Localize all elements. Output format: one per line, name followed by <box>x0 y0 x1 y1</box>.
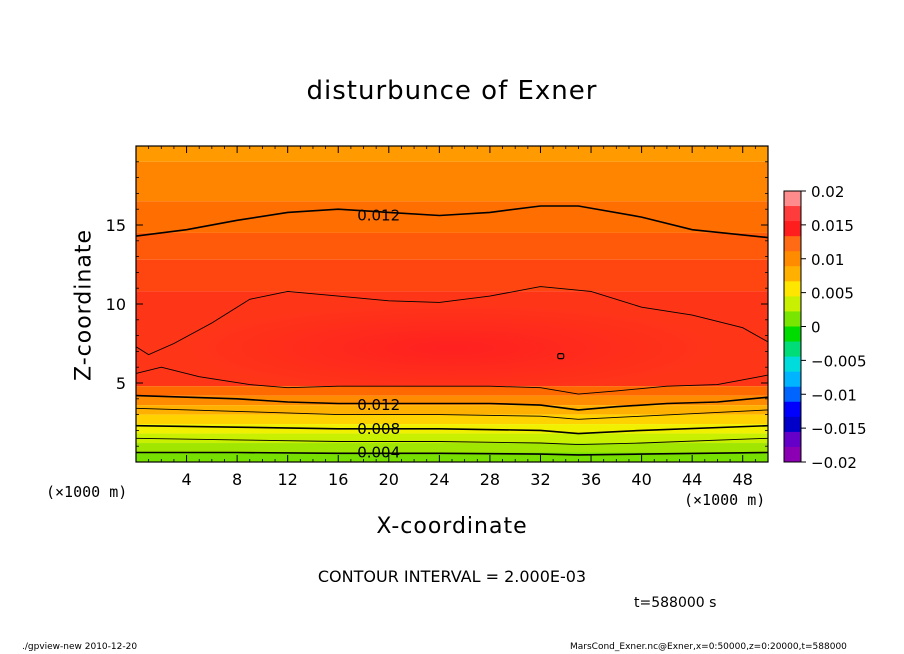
x-axis-label: X-coordinate <box>376 514 528 539</box>
fill-band-9 <box>136 414 768 425</box>
y-tick-label-0: 5 <box>116 374 126 393</box>
colorbar-label-5: −0.005 <box>811 352 867 370</box>
core-region <box>186 304 718 393</box>
y-axis-label: Z-coordinate <box>71 229 97 381</box>
colorbar-swatch-11 <box>784 356 801 373</box>
y-tick-label-2: 15 <box>106 216 126 235</box>
fill-band-3 <box>136 232 768 260</box>
colorbar-swatch-3 <box>784 236 801 252</box>
contour-label-1: 0.012 <box>357 396 400 414</box>
y-tick-label-1: 10 <box>106 295 126 314</box>
colorbar-label-2: 0.01 <box>811 251 844 269</box>
contour-line-0 <box>136 205 768 239</box>
x-tick-label-8: 36 <box>581 470 601 489</box>
contour-line-7 <box>136 451 768 456</box>
colorbar-swatch-8 <box>784 311 801 327</box>
colorbar-swatch-4 <box>784 251 801 267</box>
x-tick-label-11: 48 <box>733 470 753 489</box>
colorbar-label-3: 0.005 <box>811 285 854 303</box>
colorbar-swatch-13 <box>784 386 801 403</box>
colorbar-label-0: 0.02 <box>811 183 844 201</box>
contour-label-0: 0.012 <box>357 207 400 225</box>
chart-title: disturbunce of Exner <box>306 76 598 106</box>
colorbar-swatch-10 <box>784 341 801 358</box>
colorbar-label-7: −0.015 <box>811 420 867 438</box>
colorbar-swatch-15 <box>784 416 801 433</box>
colorbar-swatch-9 <box>784 326 801 343</box>
x-tick-label-2: 12 <box>278 470 298 489</box>
contour-line-2 <box>136 366 768 395</box>
colorbar-swatch-14 <box>784 401 801 418</box>
colorbar-swatch-7 <box>784 296 801 312</box>
closed-contour-marker <box>557 353 565 360</box>
colorbar-swatch-0 <box>784 191 801 207</box>
footer-right: MarsCond_Exner.nc@Exner,x=0:50000,z=0:20… <box>570 642 847 652</box>
contour-line-3 <box>136 394 768 411</box>
contour-interval-text: CONTOUR INTERVAL = 2.000E-03 <box>317 567 587 586</box>
colorbar-swatch-16 <box>784 431 801 448</box>
colorbar-label-4: 0 <box>811 319 821 337</box>
colorbar-swatch-17 <box>784 446 801 463</box>
x-tick-label-1: 8 <box>232 470 242 489</box>
contour-line-5 <box>136 424 768 435</box>
x-tick-label-9: 40 <box>631 470 651 489</box>
colorbar-swatch-12 <box>784 371 801 388</box>
colorbar-swatch-1 <box>784 206 801 222</box>
contour-line-6 <box>136 437 768 446</box>
contour-label-3: 0.004 <box>357 444 400 462</box>
fill-band-4 <box>136 259 768 292</box>
fill-band-7 <box>136 395 768 406</box>
x-tick-label-0: 4 <box>181 470 191 489</box>
footer-left: ./gpview-new 2010-12-20 <box>22 642 138 652</box>
fill-band-11 <box>136 433 768 444</box>
contour-label-2: 0.008 <box>357 420 400 438</box>
fill-band-8 <box>136 405 768 415</box>
x-tick-label-3: 16 <box>328 470 348 489</box>
colorbar-label-1: 0.015 <box>811 217 854 235</box>
colorbar-label-6: −0.01 <box>811 386 857 404</box>
fill-band-0 <box>136 146 768 162</box>
fill-band-13 <box>136 452 768 462</box>
contour-line-1 <box>136 286 768 356</box>
y-unit-label: (×1000 m) <box>46 483 128 501</box>
colorbar-swatch-2 <box>784 221 801 237</box>
x-tick-label-6: 28 <box>480 470 500 489</box>
colorbar-swatch-5 <box>784 266 801 282</box>
contour-line-4 <box>136 407 768 420</box>
x-tick-label-10: 44 <box>682 470 702 489</box>
x-unit-label: (×1000 m) <box>684 491 766 509</box>
colorbar-swatch-6 <box>784 281 801 297</box>
fill-band-12 <box>136 443 768 453</box>
time-stamp: t=588000 s <box>634 595 717 611</box>
fill-band-2 <box>136 201 768 233</box>
x-tick-label-4: 20 <box>379 470 399 489</box>
x-tick-label-7: 32 <box>530 470 550 489</box>
x-tick-label-5: 24 <box>429 470 449 489</box>
fill-band-1 <box>136 161 768 202</box>
colorbar-label-8: −0.02 <box>811 454 857 472</box>
